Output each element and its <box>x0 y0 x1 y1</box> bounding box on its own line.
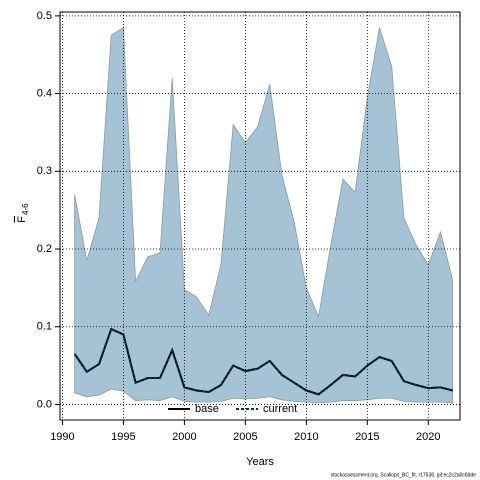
x-tick-label: 1995 <box>111 431 135 443</box>
y-axis-label-main: F <box>16 216 28 223</box>
x-tick-label: 1990 <box>50 431 74 443</box>
footer: stockassessment.org, Scallops_BC_fit, r1… <box>331 472 477 478</box>
y-tick-label: 0.4 <box>37 88 52 100</box>
confidence-band <box>74 26 454 404</box>
y-tick-label: 0.0 <box>37 398 52 410</box>
x-tick-label: 2010 <box>294 431 318 443</box>
y-tick-label: 0.1 <box>37 321 52 333</box>
y-tick-label: 0.5 <box>37 10 52 22</box>
y-axis-label-subscript: 4-6 <box>21 203 30 215</box>
x-axis-label: Years <box>246 456 274 468</box>
y-axis-label: F4-6 <box>16 203 30 223</box>
y-tick-label: 0.3 <box>37 165 52 177</box>
legend-label: current <box>263 403 297 415</box>
x-tick-label: 2015 <box>355 431 379 443</box>
x-tick-label: 2000 <box>172 431 196 443</box>
legend-label: base <box>195 403 219 415</box>
x-tick-label: 2020 <box>416 431 440 443</box>
x-tick-label: 2005 <box>233 431 257 443</box>
series-line <box>73 327 453 396</box>
plot-frame <box>59 11 461 421</box>
y-tick-label: 0.2 <box>37 243 52 255</box>
